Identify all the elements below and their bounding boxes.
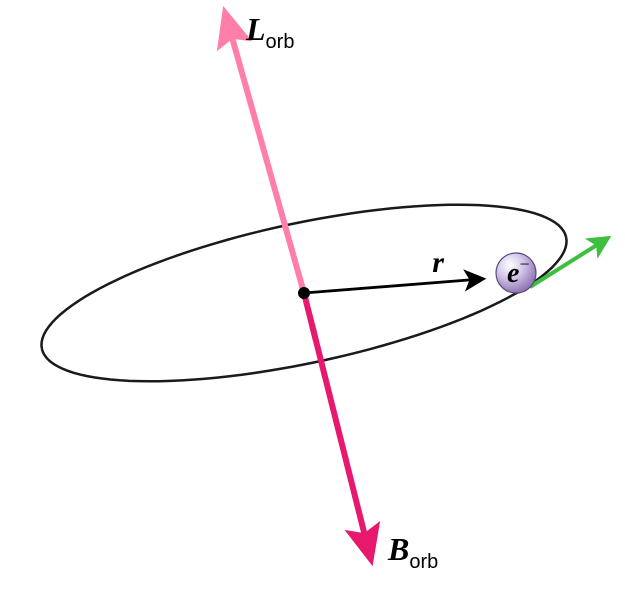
velocity-vector — [530, 238, 608, 287]
label-B-orb: Borb — [387, 531, 438, 573]
orbit-front-arc — [42, 237, 567, 381]
nucleus-dot — [298, 287, 310, 299]
magnetic-field-vector — [312, 325, 370, 556]
orbit-back-arc — [41, 205, 566, 349]
label-L-orb: Lorb — [245, 11, 294, 53]
radius-vector — [304, 279, 483, 293]
angular-momentum-vector — [226, 16, 304, 293]
orbital-diagram: Lorb Borb r e− — [0, 0, 625, 600]
label-radius: r — [432, 246, 444, 279]
